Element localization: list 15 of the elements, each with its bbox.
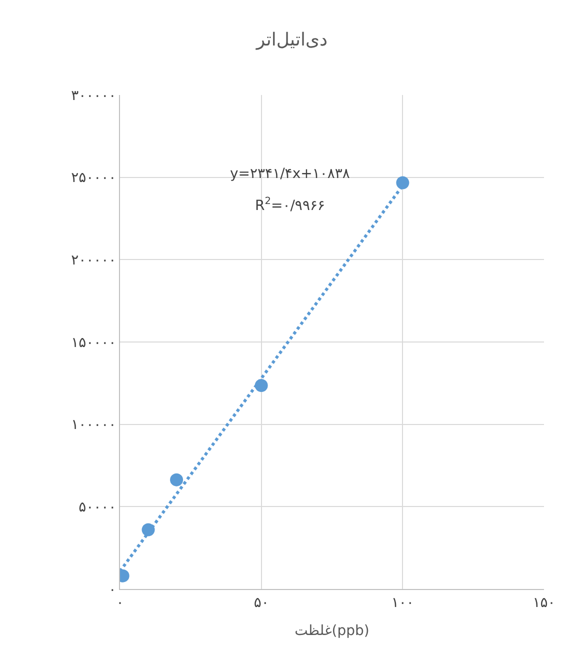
x-axis-title: غلظت(ppb) — [294, 623, 370, 640]
y-tick-label: ۰ — [108, 582, 116, 598]
x-tick-label: ۵۰ — [254, 594, 269, 611]
y-tick-label: ۲۵۰۰۰۰ — [71, 170, 116, 186]
y-tick-label: ۳۰۰۰۰۰ — [71, 88, 116, 104]
point — [170, 473, 184, 486]
x-tick-label: ۱۰۰ — [391, 594, 414, 611]
y-tick-label: ۱۵۰۰۰۰ — [71, 334, 116, 351]
annotation: y=۲۳۴۱/۴x+۱۰۸۳۸ — [230, 166, 350, 182]
y-tick-label: ۱۰۰۰۰۰ — [71, 417, 116, 434]
y-tick-label: ۲۰۰۰۰۰ — [71, 252, 116, 269]
y-tick-label: ۵۰۰۰۰ — [78, 500, 116, 516]
x-tick-label: ۱۵۰ — [532, 594, 556, 611]
point — [396, 176, 410, 190]
chart-title: دی‌اتیل‌اتر — [255, 30, 328, 51]
